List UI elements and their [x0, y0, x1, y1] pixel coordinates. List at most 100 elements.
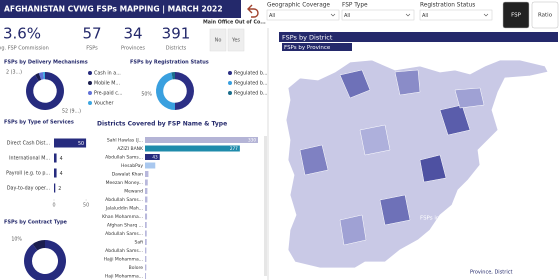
filter-dropdown[interactable]: [341, 9, 415, 21]
district: [339, 69, 371, 99]
donut-segment[interactable]: [25, 72, 64, 111]
data-label: 4: [60, 156, 63, 162]
legend-label: Voucher: [94, 101, 114, 107]
scrollbar[interactable]: [264, 136, 267, 276]
filter-dropdown[interactable]: [266, 9, 340, 21]
bar[interactable]: [145, 154, 160, 160]
data-label: 330: [248, 137, 256, 142]
chart-title: FSPs by Delivery Mechanisms: [4, 60, 88, 66]
y-tick-label: Khan Mohamma...: [102, 214, 143, 220]
y-tick-label: Abdullah Sams...: [105, 231, 143, 237]
filter-value: All: [344, 13, 350, 19]
y-tick-label: HesabPay: [121, 163, 143, 169]
kpi-value: 391: [162, 25, 191, 43]
bar[interactable]: [54, 153, 57, 163]
y-tick-label: Haji Mohamma...: [105, 274, 143, 280]
bar[interactable]: [145, 171, 149, 177]
bar[interactable]: [54, 168, 57, 178]
toggle-button-label: FSP: [511, 13, 522, 19]
donut-segment[interactable]: [24, 240, 66, 280]
toggle-button-label: Ratio: [538, 13, 553, 19]
donut-segment[interactable]: [175, 72, 194, 110]
y-tick-label: Dawalat Khan: [112, 172, 143, 178]
map-footer: Province, District: [470, 270, 512, 276]
country-shape: [285, 59, 549, 269]
map[interactable]: [285, 59, 549, 269]
x-tick-label: 0: [52, 203, 55, 209]
toggle-button[interactable]: [502, 1, 530, 29]
y-tick-label: International M...: [9, 156, 50, 162]
district: [454, 87, 485, 109]
data-label: 43: [152, 154, 158, 159]
chart-title: Districts Covered by FSP Name & Type: [97, 121, 227, 128]
kpi-label: Avg. FSP Commission: [0, 46, 49, 52]
bar[interactable]: [145, 256, 147, 262]
district: [419, 154, 447, 183]
x-tick-label: 50: [83, 203, 89, 209]
district: [299, 144, 329, 176]
legend-marker: [88, 91, 92, 95]
legend-marker: [88, 81, 92, 85]
chart-title: FSPs by Type of Services: [4, 120, 74, 126]
kpi-value: 3.6%: [3, 25, 41, 43]
toggle-button[interactable]: [531, 1, 559, 29]
bar[interactable]: [145, 239, 147, 245]
slicer-option[interactable]: [227, 28, 245, 52]
bar[interactable]: [145, 230, 147, 237]
dropdown-arrow: [330, 13, 336, 17]
data-label: 50%: [141, 92, 152, 98]
map-subtitle: FSPs by Province: [284, 45, 331, 51]
bar[interactable]: [145, 205, 148, 211]
filter-dropdown[interactable]: [419, 9, 493, 21]
kpi-label: FSPs: [86, 46, 98, 52]
map-caption: FSPs in Districts: [420, 216, 464, 222]
slicer-option[interactable]: [209, 28, 227, 52]
bar[interactable]: [145, 145, 240, 152]
bar[interactable]: [54, 183, 56, 193]
donut-segment[interactable]: [38, 72, 44, 80]
slicer-title: Main Office Out of Co...: [203, 20, 266, 26]
bar[interactable]: [54, 138, 87, 148]
filter-value: All: [269, 13, 275, 19]
chart-title: FSPs by Contract Type: [4, 220, 68, 226]
data-label: 2: [58, 186, 61, 192]
kpi-label: Districts: [166, 46, 187, 52]
bar[interactable]: [145, 179, 148, 186]
header-bar: [0, 0, 241, 18]
district: [359, 124, 391, 156]
bar[interactable]: [145, 247, 147, 254]
kpi-value: 57: [82, 25, 101, 43]
y-tick-label: Meezan Money...: [106, 180, 143, 186]
filter-label: Geographic Coverage: [267, 3, 330, 9]
bar[interactable]: [145, 273, 147, 279]
bar[interactable]: [145, 137, 258, 143]
legend-marker: [228, 81, 232, 85]
bar[interactable]: [145, 213, 148, 220]
bar[interactable]: [145, 162, 156, 169]
bar[interactable]: [145, 222, 147, 228]
bar[interactable]: [145, 264, 147, 271]
donut-segment[interactable]: [171, 72, 175, 80]
map-title: FSPs by District: [282, 34, 333, 42]
bar[interactable]: [145, 196, 148, 203]
bar[interactable]: [145, 188, 148, 194]
donut-segment[interactable]: [156, 72, 175, 110]
filter-label: Registration Status: [420, 3, 475, 9]
donut-segment[interactable]: [32, 240, 45, 251]
slicer-option-label: Yes: [231, 38, 240, 44]
donut-segment[interactable]: [35, 73, 42, 81]
y-tick-label: Abdullah Sams...: [105, 248, 143, 254]
slicer-option-label: No: [215, 38, 222, 44]
chart-title: FSPs by Registration Status: [130, 60, 209, 66]
legend-label: Pre-paid c...: [94, 91, 122, 97]
data-label: 277: [230, 146, 238, 151]
legend-marker: [228, 91, 232, 95]
y-tick-label: Safi: [135, 240, 144, 246]
data-label: 52 (9...): [62, 109, 81, 115]
y-tick-label: Abdullah Sams...: [105, 155, 143, 161]
back-button[interactable]: [247, 4, 259, 18]
district: [339, 214, 367, 246]
donut-segment[interactable]: [42, 72, 45, 80]
legend-marker: [228, 71, 232, 75]
